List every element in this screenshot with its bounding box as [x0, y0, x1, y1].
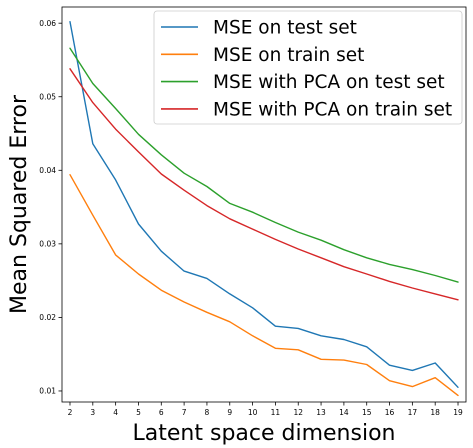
x-tick-label: 2 [68, 408, 73, 417]
y-tick-label: 0.02 [39, 313, 56, 322]
legend-entry-4: MSE with PCA on train set [213, 99, 452, 120]
x-axis-label: Latent space dimension [133, 421, 396, 446]
series-line-4 [69, 68, 459, 301]
legend-box [153, 10, 463, 125]
y-tick-label: 0.04 [39, 166, 56, 175]
x-tick-label: 12 [293, 408, 303, 417]
x-tick-label: 11 [271, 408, 281, 417]
y-axis-label: Mean Squared Error [7, 94, 32, 314]
x-tick-label: 15 [362, 408, 372, 417]
x-tick-label: 7 [182, 408, 187, 417]
x-tick-label: 14 [339, 408, 349, 417]
x-tick-label: 6 [159, 408, 164, 417]
series-line-1 [69, 21, 459, 388]
x-tick-label: 19 [453, 408, 463, 417]
y-tick-label: 0.03 [39, 240, 56, 249]
y-axis-ticks: 0.01 0.02 0.03 0.04 0.05 0.06 [39, 19, 62, 396]
x-tick-label: 13 [316, 408, 326, 417]
x-tick-label: 5 [136, 408, 141, 417]
legend-entry-3: MSE with PCA on test set [213, 72, 445, 93]
x-tick-label: 10 [248, 408, 258, 417]
series-line-2 [69, 173, 459, 397]
x-tick-label: 18 [430, 408, 440, 417]
y-tick-label: 0.05 [39, 92, 56, 101]
legend-entry-1: MSE on test set [213, 18, 357, 39]
x-tick-label: 9 [227, 408, 232, 417]
x-axis-ticks: 2 3 4 5 6 7 8 9 10 11 12 13 14 15 16 17 18 19 [68, 402, 463, 417]
x-tick-label: 4 [113, 408, 118, 417]
series-layer [69, 21, 459, 397]
x-tick-label: 17 [408, 408, 418, 417]
y-tick-label: 0.01 [39, 387, 56, 396]
series-line-3 [69, 47, 459, 283]
plot-area-frame [61, 6, 467, 403]
x-tick-label: 8 [205, 408, 210, 417]
legend: MSE on test set MSE on train set MSE with … [153, 10, 463, 125]
y-tick-label: 0.06 [39, 19, 56, 28]
legend-entry-2: MSE on train set [213, 45, 364, 66]
x-tick-label: 3 [90, 408, 95, 417]
x-tick-label: 16 [385, 408, 395, 417]
